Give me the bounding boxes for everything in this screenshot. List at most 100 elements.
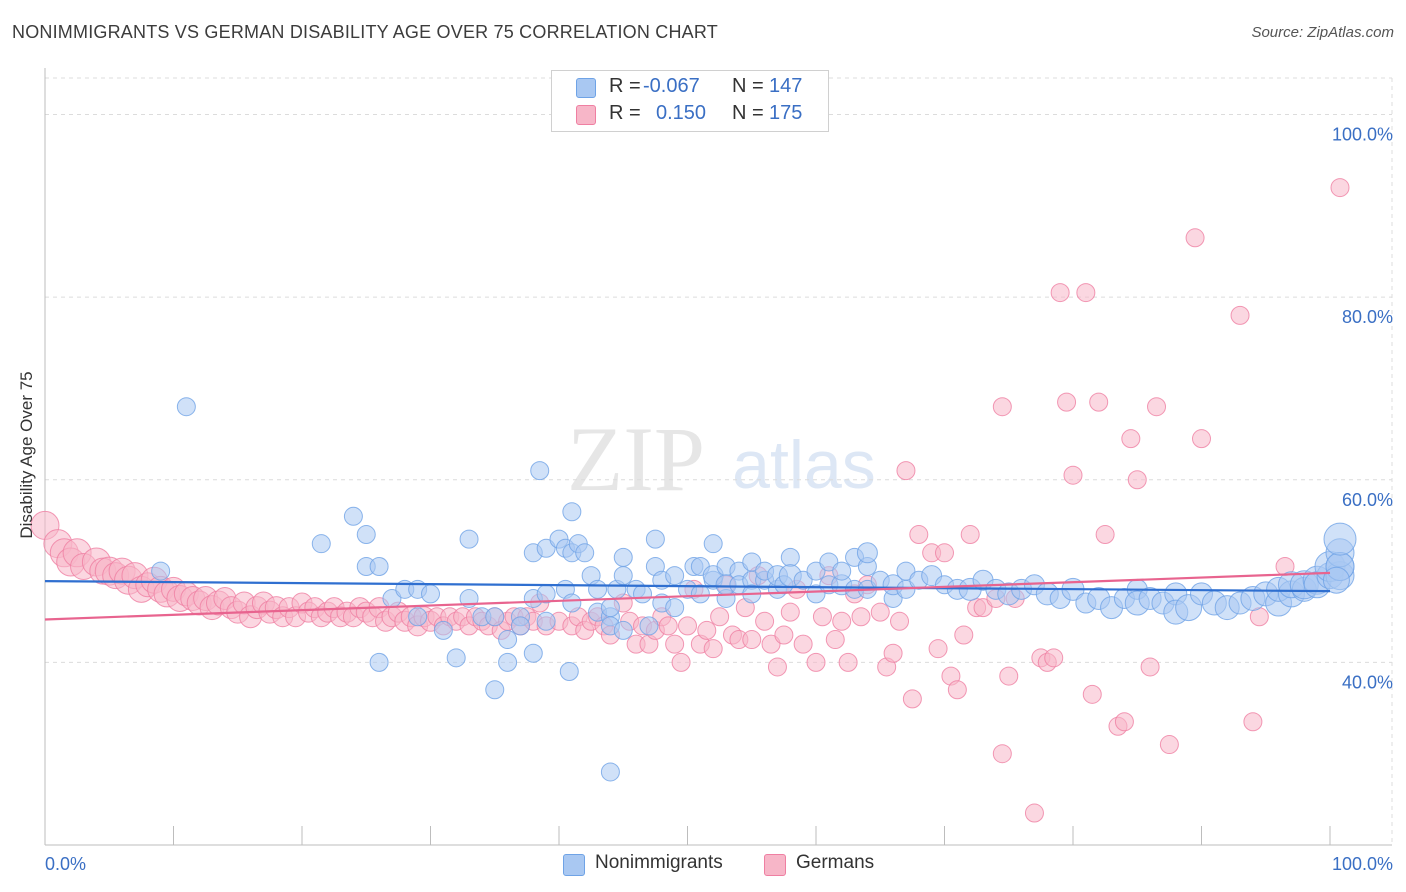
nonimmigrant-point	[562, 502, 582, 522]
legend-swatch-nonimmigrants	[576, 78, 596, 98]
nonimmigrant-point	[832, 561, 852, 581]
german-point	[1050, 283, 1070, 303]
german-point	[1192, 429, 1211, 449]
german-point	[1082, 684, 1102, 704]
nonimmigrant-point	[536, 611, 556, 631]
bottom-legend-label: Germans	[796, 852, 875, 873]
legend-swatch-germans	[576, 105, 596, 125]
legend-r-value: 0.150	[656, 102, 707, 124]
nonimmigrant-point	[485, 607, 505, 627]
german-point	[1089, 392, 1109, 412]
nonimmigrant-point	[559, 662, 579, 682]
german-point	[1095, 525, 1115, 545]
german-point	[812, 607, 832, 627]
nonimmigrant-point	[176, 397, 196, 417]
nonimmigrant-point	[562, 593, 582, 613]
nonimmigrant-point	[633, 584, 653, 604]
chart-title: NONIMMIGRANTS VS GERMAN DISABILITY AGE O…	[12, 22, 718, 42]
bottom-swatch-germans	[764, 854, 786, 876]
nonimmigrant-point	[510, 616, 530, 636]
german-point	[697, 620, 717, 640]
german-point	[909, 525, 929, 545]
nonimmigrant-point	[369, 557, 389, 577]
nonimmigrant-point	[343, 506, 363, 526]
nonimmigrant-point	[703, 534, 723, 554]
nonimmigrant-point	[530, 461, 550, 481]
german-trendline	[44, 571, 1331, 621]
german-point	[902, 689, 922, 709]
german-point	[838, 652, 858, 672]
german-point	[793, 634, 813, 654]
german-point	[935, 543, 954, 563]
nonimmigrant-point	[896, 561, 916, 581]
german-point	[1330, 178, 1350, 198]
y-tick-label: 60.0%	[1342, 490, 1393, 510]
nonimmigrant-point	[639, 616, 659, 636]
german-point	[1147, 397, 1167, 417]
nonimmigrant-point	[806, 561, 826, 581]
legend-r-label: R =	[609, 75, 641, 97]
german-point	[1044, 648, 1064, 668]
german-point	[928, 639, 948, 659]
legend: R = -0.067 N = 147 R = 0.150 N = 175	[551, 70, 829, 132]
bottom-legend-label: Nonimmigrants	[595, 852, 723, 873]
nonimmigrant-point	[588, 579, 608, 599]
german-point	[1159, 735, 1179, 755]
german-point	[806, 652, 826, 672]
german-point	[1127, 470, 1147, 490]
german-point	[947, 680, 967, 700]
nonimmigrant-point	[356, 525, 376, 545]
source-label: Source: ZipAtlas.com	[1251, 24, 1394, 41]
german-point	[1121, 429, 1141, 449]
nonimmigrant-point	[459, 529, 479, 549]
y-tick-label: 40.0%	[1342, 672, 1393, 692]
y-tick-label: 80.0%	[1342, 307, 1393, 327]
nonimmigrant-point	[856, 542, 878, 564]
german-point	[992, 744, 1012, 764]
x-tick-label: 100.0%	[1332, 854, 1393, 874]
german-point	[1057, 392, 1077, 412]
german-point	[960, 525, 980, 545]
german-point	[1063, 465, 1083, 485]
nonimmigrant-point	[421, 584, 440, 604]
nonimmigrant-point	[780, 547, 800, 567]
nonimmigrant-point	[523, 643, 543, 663]
legend-n-value: 147	[769, 75, 803, 97]
german-point	[890, 611, 910, 631]
german-point	[832, 611, 852, 631]
bottom-swatch-nonimmigrants	[563, 854, 585, 876]
legend-n-label: N =	[732, 75, 764, 97]
nonimmigrant-point	[600, 762, 620, 782]
german-point	[780, 602, 800, 622]
german-point	[710, 607, 730, 627]
nonimmigrant-point	[311, 534, 331, 554]
german-point	[896, 461, 916, 481]
nonimmigrant-point	[613, 620, 633, 640]
nonimmigrant-point	[793, 570, 813, 590]
nonimmigrant-point	[485, 680, 505, 700]
nonimmigrant-point	[806, 584, 826, 604]
legend-r-label: R =	[609, 102, 641, 124]
nonimmigrant-point	[498, 652, 518, 672]
nonimmigrant-point	[819, 552, 839, 572]
nonimmigrant-point	[536, 538, 556, 558]
german-point	[671, 652, 691, 672]
german-point	[678, 616, 697, 636]
nonimmigrant-point	[575, 543, 595, 563]
legend-r-value: -0.067	[643, 75, 700, 97]
nonimmigrant-point	[613, 547, 633, 567]
nonimmigrant-point	[665, 598, 685, 618]
german-point	[703, 639, 723, 659]
nonimmigrant-point	[665, 566, 685, 586]
german-point	[1140, 657, 1160, 677]
nonimmigrant-point	[613, 566, 633, 586]
legend-n-label: N =	[732, 102, 764, 124]
nonimmigrant-point	[408, 607, 428, 627]
german-point	[1243, 712, 1263, 732]
nonimmigrant-point	[433, 620, 453, 640]
german-point	[999, 666, 1019, 686]
german-point	[954, 625, 974, 645]
nonimmigrant-point	[690, 584, 710, 604]
watermark-atlas: atlas	[732, 427, 876, 503]
